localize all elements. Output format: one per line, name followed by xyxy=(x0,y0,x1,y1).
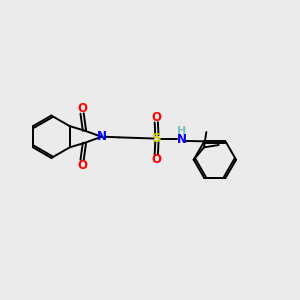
Text: O: O xyxy=(77,102,87,115)
Text: O: O xyxy=(151,153,161,166)
Text: O: O xyxy=(77,158,87,172)
Text: H: H xyxy=(177,126,187,136)
Text: O: O xyxy=(151,111,161,124)
Text: N: N xyxy=(97,130,106,143)
Text: S: S xyxy=(152,132,162,145)
Text: N: N xyxy=(177,134,187,146)
